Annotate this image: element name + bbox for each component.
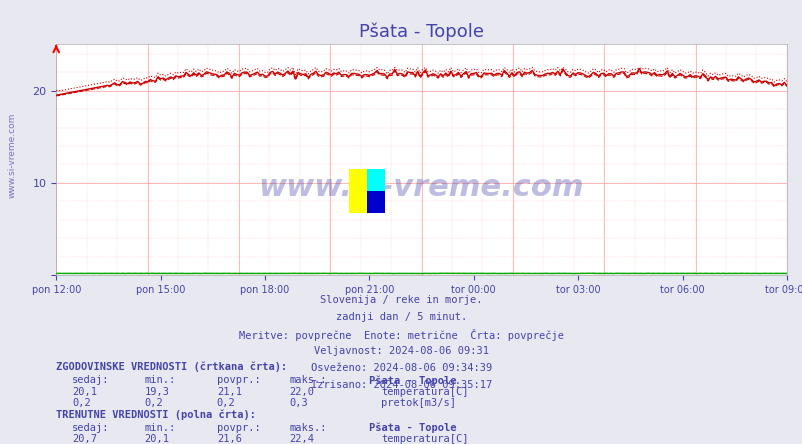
Text: 22,0: 22,0	[289, 387, 314, 397]
Text: 0,2: 0,2	[144, 398, 163, 408]
Text: Pšata - Topole: Pšata - Topole	[369, 375, 456, 386]
Text: povpr.:: povpr.:	[217, 375, 260, 385]
Title: Pšata - Topole: Pšata - Topole	[358, 23, 484, 41]
Text: zadnji dan / 5 minut.: zadnji dan / 5 minut.	[335, 312, 467, 322]
Text: Veljavnost: 2024-08-06 09:31: Veljavnost: 2024-08-06 09:31	[314, 346, 488, 356]
Text: 20,1: 20,1	[72, 387, 97, 397]
Text: maks.:: maks.:	[289, 375, 326, 385]
Text: temperatura[C]: temperatura[C]	[381, 434, 468, 444]
Text: Osveženo: 2024-08-06 09:34:39: Osveženo: 2024-08-06 09:34:39	[310, 363, 492, 373]
Text: 20,7: 20,7	[72, 434, 97, 444]
Text: 20,1: 20,1	[144, 434, 169, 444]
Text: TRENUTNE VREDNOSTI (polna črta):: TRENUTNE VREDNOSTI (polna črta):	[56, 409, 256, 420]
Text: min.:: min.:	[144, 375, 176, 385]
Bar	[349, 169, 367, 213]
Text: 19,3: 19,3	[144, 387, 169, 397]
Text: www.si-vreme.com: www.si-vreme.com	[7, 113, 17, 198]
Text: sedaj:: sedaj:	[72, 423, 110, 433]
Text: min.:: min.:	[144, 423, 176, 433]
Text: 0,2: 0,2	[72, 398, 91, 408]
Text: 21,6: 21,6	[217, 434, 241, 444]
Text: Izrisano: 2024-08-06 09:35:17: Izrisano: 2024-08-06 09:35:17	[310, 380, 492, 390]
Text: Slovenija / reke in morje.: Slovenija / reke in morje.	[320, 295, 482, 305]
Text: temperatura[C]: temperatura[C]	[381, 387, 468, 397]
Text: 22,4: 22,4	[289, 434, 314, 444]
Text: pretok[m3/s]: pretok[m3/s]	[381, 398, 456, 408]
Text: maks.:: maks.:	[289, 423, 326, 433]
Text: 0,3: 0,3	[289, 398, 307, 408]
Text: ZGODOVINSKE VREDNOSTI (črtkana črta):: ZGODOVINSKE VREDNOSTI (črtkana črta):	[56, 362, 287, 373]
Text: 0,2: 0,2	[217, 398, 235, 408]
Text: sedaj:: sedaj:	[72, 375, 110, 385]
Text: povpr.:: povpr.:	[217, 423, 260, 433]
Text: www.si-vreme.com: www.si-vreme.com	[258, 173, 584, 202]
Text: Meritve: povprečne  Enote: metrične  Črta: povprečje: Meritve: povprečne Enote: metrične Črta:…	[239, 329, 563, 341]
Text: 21,1: 21,1	[217, 387, 241, 397]
Bar	[367, 191, 385, 213]
Text: Pšata - Topole: Pšata - Topole	[369, 423, 456, 433]
Bar	[367, 169, 385, 191]
